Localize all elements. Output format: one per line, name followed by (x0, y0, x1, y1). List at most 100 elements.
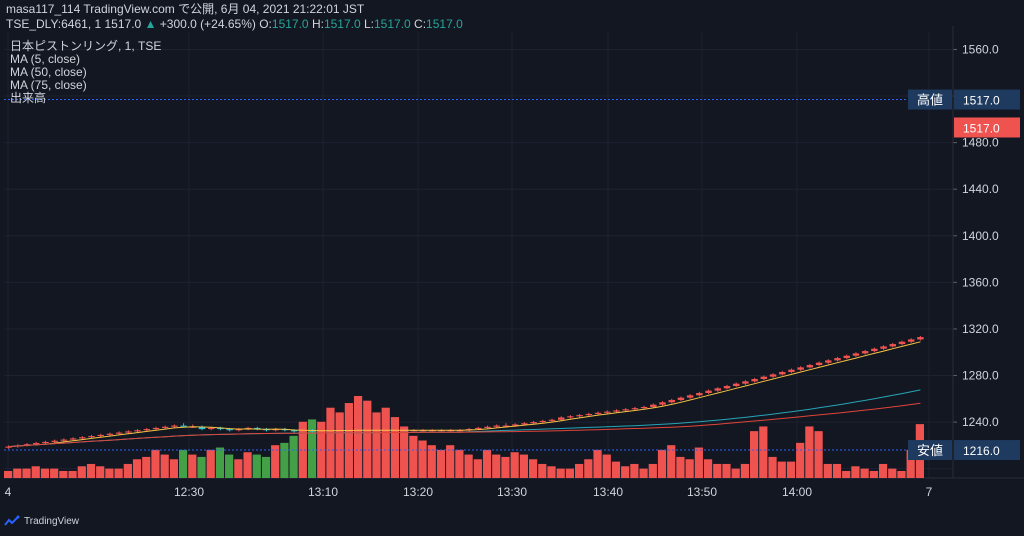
candle-body (686, 395, 694, 398)
volume-bar (77, 466, 86, 478)
price-marker-box (954, 440, 1020, 461)
volume-bar (556, 468, 565, 478)
ma5-line (8, 341, 921, 448)
volume-bar (169, 459, 178, 478)
candle-body (788, 369, 795, 373)
candle-body (898, 341, 906, 345)
volume-bar (123, 463, 132, 478)
price-marker-value: 1517.0 (963, 94, 1000, 108)
candle-body (696, 392, 703, 396)
volume-bar (482, 449, 492, 478)
volume-bar (243, 452, 252, 478)
candle-body (797, 367, 804, 370)
price-marker-box (954, 89, 1020, 110)
legend-ma5[interactable]: MA (5, close) (10, 52, 81, 66)
volume-bar (436, 449, 446, 478)
y-tick-label: 1320.0 (962, 322, 999, 336)
candle-body (539, 420, 547, 423)
volume-bar (197, 456, 206, 478)
candle-body (714, 388, 721, 391)
candle-body (557, 417, 565, 420)
volume-bar (759, 426, 768, 478)
candle-body (659, 402, 666, 405)
tradingview-logo-icon (4, 515, 20, 526)
volume-bar (565, 468, 575, 478)
legend-ma75[interactable]: MA (75, close) (10, 78, 87, 92)
volume-bar (519, 454, 528, 478)
volume-bar (842, 470, 851, 478)
volume-bar (473, 459, 482, 478)
y-tick-label: 1440.0 (962, 182, 999, 196)
y-tick-label: 1560.0 (962, 42, 999, 56)
y-tick-label: 1360.0 (962, 275, 999, 289)
candle-body (198, 426, 206, 430)
volume-bar (888, 468, 897, 478)
candle-body (5, 446, 12, 448)
volume-bar (860, 468, 869, 478)
volume-bar (40, 468, 50, 478)
candle-body (825, 360, 832, 363)
volume-bar (575, 463, 584, 478)
volume-bar (731, 468, 740, 478)
volume-bar (307, 419, 317, 478)
candle-body (484, 426, 491, 428)
candle-body (576, 415, 583, 417)
volume-bar (86, 463, 96, 478)
low-value: 1517.0 (374, 17, 411, 31)
volume-bar (657, 449, 667, 478)
volume-bar (492, 454, 501, 478)
volume-bar (188, 454, 197, 478)
volume-bar (621, 466, 630, 478)
candle-body (585, 413, 593, 416)
candle-body (732, 383, 740, 387)
candle-body (650, 404, 657, 407)
candle-body (567, 416, 574, 418)
volume-bar (722, 463, 731, 478)
volume-bar (602, 454, 611, 478)
volume-bar (252, 454, 261, 478)
volume-bar (455, 449, 464, 478)
candle-body (171, 425, 178, 427)
volume-bar (547, 466, 556, 478)
volume-bar (878, 463, 888, 478)
candle-body (668, 399, 675, 403)
volume-bar (906, 449, 915, 478)
candle-body (834, 358, 841, 361)
candle-body (723, 386, 731, 389)
symbol-price: TSE_DLY:6461, 1 1517.0 (6, 17, 142, 31)
candle-body (161, 426, 169, 428)
price-marker-label-box (908, 89, 952, 110)
volume-bar (538, 463, 547, 478)
price-marker-label: 安値 (917, 443, 943, 458)
volume-bar (796, 442, 805, 478)
volume-bar (648, 463, 657, 478)
candle-body (604, 411, 611, 413)
low-label: L: (363, 17, 374, 31)
x-tick-label: 13:40 (593, 485, 623, 499)
candle-body (217, 427, 224, 430)
legend-volume[interactable]: 出来高 (10, 91, 47, 105)
volume-bar (372, 412, 381, 478)
candle-body (511, 424, 519, 426)
tradingview-footer[interactable]: TradingView (4, 515, 79, 527)
candle-body (871, 348, 878, 352)
volume-bar (510, 452, 519, 478)
legend-ma50[interactable]: MA (50, close) (10, 65, 87, 79)
volume-bar (418, 440, 427, 478)
volume-bar (584, 459, 593, 478)
candle-body (502, 425, 510, 427)
volume-bar (805, 426, 814, 478)
volume-bar (353, 396, 363, 478)
volume-bar (446, 445, 455, 478)
volume-bar (501, 456, 510, 478)
volume-bar (897, 470, 906, 478)
volume-bar (630, 463, 639, 478)
ma75-line (8, 402, 921, 448)
tradingview-brand: TradingView (24, 515, 80, 527)
candle-body (760, 376, 768, 380)
volume-bar (740, 463, 750, 478)
volume-bar (390, 417, 400, 478)
change-arrow-icon: ▲ (144, 17, 157, 31)
candle-body (290, 430, 298, 432)
